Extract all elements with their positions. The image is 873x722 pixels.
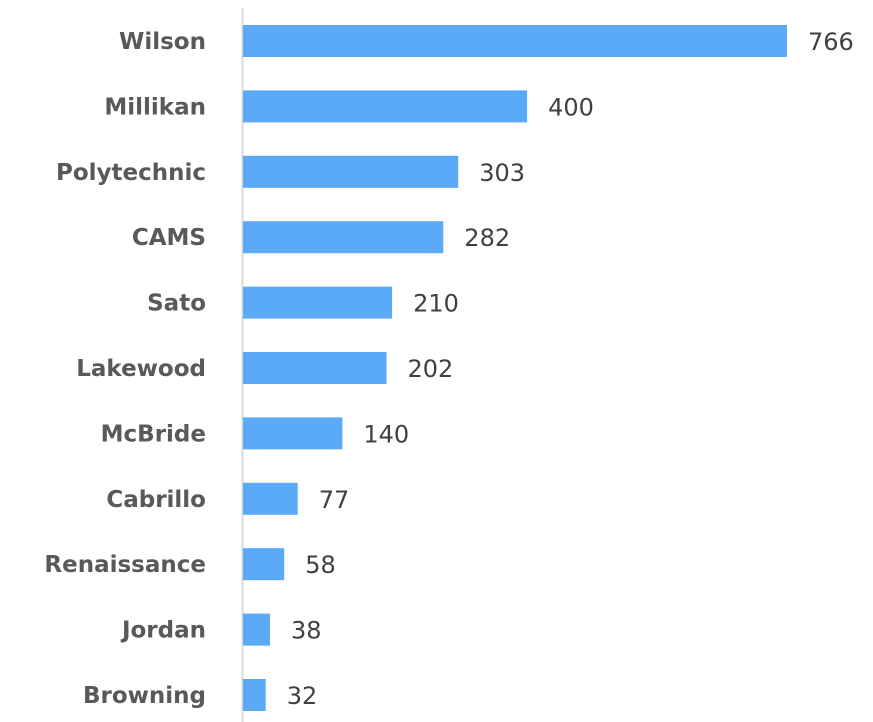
category-label-lakewood: Lakewood	[76, 356, 206, 382]
category-label-cams: CAMS	[132, 225, 206, 251]
bar-cabrillo	[243, 482, 298, 515]
category-label-polytechnic: Polytechnic	[56, 160, 206, 186]
bar-cams	[243, 221, 444, 254]
category-label-renaissance: Renaissance	[44, 552, 206, 578]
value-label-renaissance: 58	[305, 551, 336, 579]
bar-sato	[243, 286, 393, 319]
category-label-sato: Sato	[147, 291, 206, 317]
bar-polytechnic	[243, 155, 459, 188]
bar-mcbride	[243, 417, 343, 450]
bar-renaissance	[243, 548, 285, 581]
value-label-browning: 32	[287, 682, 318, 710]
bar-browning	[243, 679, 266, 711]
bar-millikan	[243, 90, 528, 123]
value-label-cabrillo: 77	[319, 486, 350, 514]
value-label-cams: 282	[464, 224, 510, 252]
category-label-wilson: Wilson	[119, 29, 206, 55]
category-label-browning: Browning	[83, 683, 206, 709]
bar-lakewood	[243, 352, 387, 384]
category-labels-group: Wilson Millikan Polytechnic CAMS Sato Lakewoo…	[44, 29, 206, 709]
bars-group	[243, 25, 787, 711]
value-label-sato: 210	[413, 290, 459, 318]
value-labels-group: 766 400 303 282 210 202 140 77 58 38 32	[287, 28, 854, 710]
category-label-mcbride: McBride	[101, 421, 206, 447]
value-label-wilson: 766	[808, 28, 854, 56]
bar-wilson	[243, 25, 787, 57]
category-label-millikan: Millikan	[104, 94, 206, 120]
value-label-millikan: 400	[548, 93, 594, 121]
bar-jordan	[243, 613, 270, 646]
category-label-jordan: Jordan	[120, 618, 206, 644]
value-label-lakewood: 202	[408, 355, 454, 383]
value-label-polytechnic: 303	[479, 159, 525, 187]
value-label-mcbride: 140	[363, 420, 409, 448]
value-label-jordan: 38	[291, 617, 322, 645]
category-label-cabrillo: Cabrillo	[106, 487, 206, 513]
